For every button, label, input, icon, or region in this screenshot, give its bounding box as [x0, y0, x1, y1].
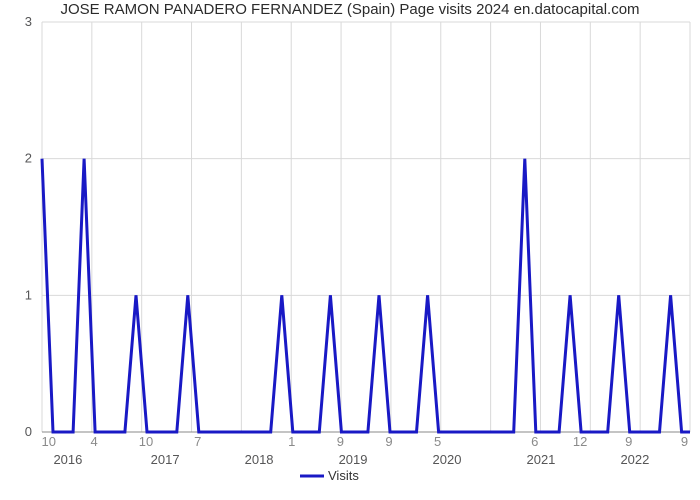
svg-text:9: 9: [337, 434, 344, 449]
x-axis-year-labels: 2016 2017 2018 2019 2020 2021 2022: [53, 452, 649, 467]
svg-text:4: 4: [91, 434, 98, 449]
svg-text:2020: 2020: [433, 452, 462, 467]
grid: [42, 22, 690, 432]
svg-text:12: 12: [573, 434, 587, 449]
svg-text:7: 7: [194, 434, 201, 449]
svg-text:1: 1: [288, 434, 295, 449]
y-axis-ticks: 0 1 2 3: [25, 14, 32, 439]
svg-text:2021: 2021: [526, 452, 555, 467]
chart-title: JOSE RAMON PANADERO FERNANDEZ (Spain) Pa…: [60, 1, 639, 18]
svg-text:9: 9: [625, 434, 632, 449]
svg-text:2018: 2018: [245, 452, 274, 467]
svg-text:9: 9: [681, 434, 688, 449]
svg-text:10: 10: [139, 434, 153, 449]
svg-text:2: 2: [25, 151, 32, 166]
peak-labels: 10 4 10 7 1 9 9 5 6 12 9 9: [42, 434, 689, 449]
svg-text:2022: 2022: [620, 452, 649, 467]
svg-text:0: 0: [25, 424, 32, 439]
legend: Visits: [300, 468, 359, 483]
svg-text:10: 10: [42, 434, 56, 449]
svg-text:2017: 2017: [151, 452, 180, 467]
svg-text:9: 9: [385, 434, 392, 449]
svg-text:6: 6: [531, 434, 538, 449]
svg-text:5: 5: [434, 434, 441, 449]
svg-text:2016: 2016: [53, 452, 82, 467]
svg-text:1: 1: [25, 287, 32, 302]
svg-text:2019: 2019: [339, 452, 368, 467]
legend-label: Visits: [328, 468, 359, 483]
svg-text:3: 3: [25, 14, 32, 29]
